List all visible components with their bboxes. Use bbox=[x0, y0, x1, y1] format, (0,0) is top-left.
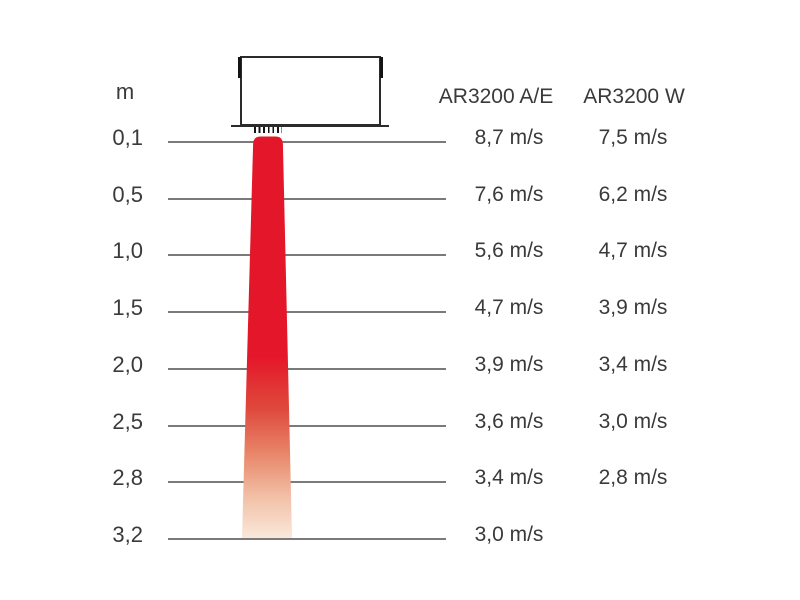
distance-label: 3,2 bbox=[112, 521, 143, 547]
air-outlet-grille-icon bbox=[254, 127, 282, 133]
velocity-value-ar3200-ae: 8,7 m/s bbox=[474, 126, 544, 149]
distance-label: 2,0 bbox=[112, 351, 143, 377]
distance-gridline bbox=[168, 537, 446, 540]
unit-mounting-line bbox=[231, 125, 389, 127]
distance-gridline bbox=[168, 481, 446, 484]
distance-label: 0,1 bbox=[112, 125, 143, 150]
unit-bracket-left bbox=[238, 57, 241, 78]
distance-gridline bbox=[168, 424, 446, 427]
velocity-value-ar3200-ae: 3,0 m/s bbox=[474, 522, 544, 546]
distance-label: 0,5 bbox=[112, 181, 143, 207]
distance-label: 1,0 bbox=[112, 238, 143, 264]
velocity-value-ar3200-ae: 3,6 m/s bbox=[474, 409, 544, 433]
velocity-value-ar3200-ae: 5,6 m/s bbox=[474, 239, 544, 263]
velocity-value-ar3200-ae: 3,4 m/s bbox=[474, 466, 544, 490]
distance-label: 2,8 bbox=[112, 465, 143, 491]
velocity-value-ar3200-ae: 3,9 m/s bbox=[474, 352, 544, 376]
velocity-value-ar3200-w: 3,9 m/s bbox=[598, 296, 668, 320]
velocity-value-ar3200-w: 4,7 m/s bbox=[598, 239, 668, 263]
distance-gridline bbox=[168, 367, 446, 370]
velocity-value-ar3200-ae: 4,7 m/s bbox=[474, 296, 544, 320]
distance-gridline bbox=[168, 141, 446, 143]
distance-gridline bbox=[168, 311, 446, 314]
velocity-value-ar3200-ae: 7,6 m/s bbox=[474, 182, 544, 206]
velocity-value-ar3200-w: 3,4 m/s bbox=[598, 352, 668, 376]
unit-bracket-right bbox=[380, 57, 383, 78]
velocity-value-ar3200-w: 7,5 m/s bbox=[598, 126, 668, 149]
column-header-ar3200-w: AR3200 W bbox=[583, 85, 685, 108]
air-curtain-unit-outline bbox=[240, 56, 381, 126]
distance-gridline bbox=[168, 197, 446, 200]
velocity-value-ar3200-w: 2,8 m/s bbox=[598, 466, 668, 490]
column-header-ar3200-ae: AR3200 A/E bbox=[438, 85, 554, 108]
velocity-value-ar3200-w: 6,2 m/s bbox=[598, 182, 668, 206]
velocity-value-ar3200-w: 3,0 m/s bbox=[598, 409, 668, 433]
depth-axis-unit-label: m bbox=[115, 79, 135, 104]
distance-label: 2,5 bbox=[112, 408, 143, 434]
distance-label: 1,5 bbox=[112, 295, 143, 321]
distance-gridline bbox=[168, 254, 446, 257]
